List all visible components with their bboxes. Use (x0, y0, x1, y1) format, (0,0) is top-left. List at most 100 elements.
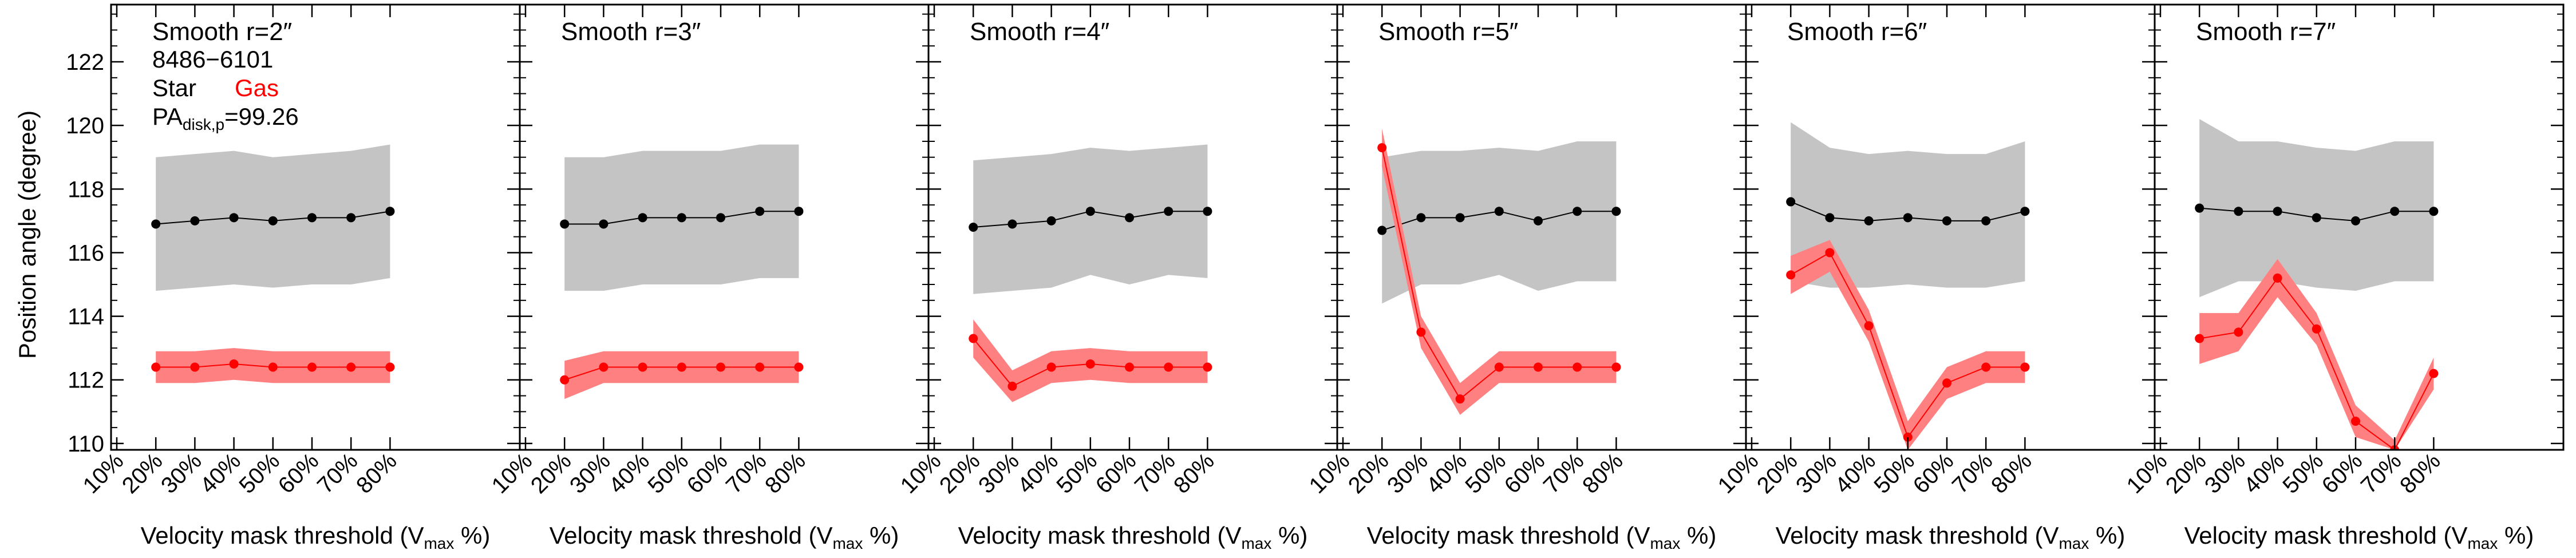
x-tick-label: 20% (1344, 448, 1394, 498)
x-axis-label: Velocity mask threshold (Vmax %) (1776, 522, 2125, 552)
star-point (1377, 225, 1387, 235)
x-tick-label: 30% (1382, 448, 1433, 498)
star-point (268, 216, 278, 225)
x-tick-label: 80% (1578, 448, 1628, 498)
x-tick-label: 50% (1460, 448, 1511, 498)
y-tick-label: 110 (68, 432, 104, 457)
panel-4: 10%20%30%40%50%60%70%80% Velocity mask th… (1305, 3, 1747, 552)
x-tick-label: 70% (2356, 448, 2407, 498)
panel-5: 10%20%30%40%50%60%70%80% Velocity mask th… (1713, 3, 2156, 552)
gas-uncertainty-band (1791, 240, 2025, 450)
panel-2: 10%20%30%40%50%60%70%80% Velocity mask th… (487, 3, 930, 552)
star-point (716, 213, 725, 223)
x-tick-label: 50% (643, 448, 693, 498)
axes-frame (2154, 3, 2565, 451)
plot-area (1786, 122, 2030, 450)
y-tick-label: 122 (66, 50, 104, 75)
x-tick-label: 50% (1869, 448, 1919, 498)
panel-title: Smooth r=3″ (561, 18, 701, 46)
y-tick-label: 116 (68, 240, 104, 266)
gas-point (2234, 327, 2243, 337)
gas-point (560, 375, 570, 385)
star-point (1534, 216, 1543, 225)
star-point (307, 213, 317, 223)
star-point (190, 216, 200, 225)
gas-point (2429, 369, 2439, 378)
gas-uncertainty-band (564, 351, 799, 399)
star-point (1903, 213, 1913, 223)
x-tick-label: 60% (2317, 448, 2368, 498)
gas-point (1981, 362, 1991, 372)
gas-point (1203, 362, 1212, 372)
x-axis-label: Velocity mask threshold (Vmax %) (550, 522, 899, 552)
x-tick-label: 60% (274, 448, 324, 498)
gas-point (1942, 378, 1951, 388)
x-tick-label: 30% (1791, 448, 1842, 498)
x-tick-label: 60% (1500, 448, 1550, 498)
x-tick-label: 70% (1539, 448, 1589, 498)
star-point (969, 223, 978, 232)
x-tick-label: 10% (1305, 448, 1355, 498)
x-tick-label: 10% (2122, 448, 2172, 498)
plot-area (1377, 128, 1621, 415)
gas-point (307, 362, 317, 372)
x-tick-label: 40% (604, 448, 654, 498)
x-tick-label: 40% (1830, 448, 1880, 498)
star-uncertainty-band (1382, 141, 1617, 304)
x-axis-label: Velocity mask threshold (Vmax %) (958, 522, 1308, 552)
y-tick-label: 112 (68, 368, 104, 393)
gas-point (1611, 362, 1621, 372)
panel-title: Smooth r=5″ (1378, 18, 1518, 46)
gas-point (1573, 362, 1582, 372)
x-axis-label: Velocity mask threshold (Vmax %) (141, 522, 491, 552)
x-tick-label: 70% (313, 448, 363, 498)
x-axis-label: Velocity mask threshold (Vmax %) (2184, 522, 2534, 552)
gas-point (1786, 270, 1796, 280)
x-tick-label: 50% (234, 448, 285, 498)
gas-point (1825, 248, 1835, 258)
star-point (2351, 216, 2360, 225)
panel-title: Smooth r=7″ (2196, 18, 2336, 46)
pa-disk-label: PAdisk,p=99.26 (152, 103, 299, 133)
star-point (1046, 216, 1056, 225)
star-point (1864, 216, 1874, 225)
star-point (1008, 219, 1017, 229)
x-axis-label: Velocity mask threshold (Vmax %) (1367, 522, 1717, 552)
gas-point (1046, 362, 1056, 372)
star-point (385, 207, 395, 216)
star-point (1085, 207, 1095, 216)
x-tick-label: 20% (2161, 448, 2211, 498)
star-point (346, 213, 356, 223)
gas-point (2312, 324, 2321, 334)
star-point (1942, 216, 1951, 225)
panel-6: 10%20%30%40%50%60%70%80% Velocity mask th… (2122, 3, 2565, 552)
gas-uncertainty-band (1382, 128, 1617, 415)
x-tick-label: 70% (1130, 448, 1180, 498)
gas-point (794, 362, 804, 372)
star-uncertainty-band (973, 144, 1208, 294)
legend-star-label: Star (152, 74, 196, 101)
x-tick-label: 40% (1013, 448, 1063, 498)
gas-point (755, 362, 765, 372)
gas-point (1903, 432, 1913, 442)
gas-point (1125, 362, 1134, 372)
x-tick-label: 30% (2200, 448, 2250, 498)
gas-point (1085, 359, 1095, 369)
star-point (1786, 197, 1796, 207)
gas-point (677, 362, 686, 372)
gas-point (1534, 362, 1543, 372)
gas-point (1377, 143, 1387, 153)
y-axis-label: Position angle (degree) (14, 110, 41, 359)
x-tick-label: 50% (1052, 448, 1102, 498)
x-tick-label: 60% (1909, 448, 1959, 498)
x-tick-label: 20% (117, 448, 168, 498)
star-point (2390, 207, 2400, 216)
gas-point (385, 362, 395, 372)
gas-point (151, 362, 161, 372)
gas-point (2351, 416, 2360, 426)
x-tick-label: 20% (935, 448, 985, 498)
x-tick-label: 40% (2239, 448, 2289, 498)
panel-title: Smooth r=2″ (152, 18, 292, 46)
legend-gas-label: Gas (235, 74, 279, 101)
